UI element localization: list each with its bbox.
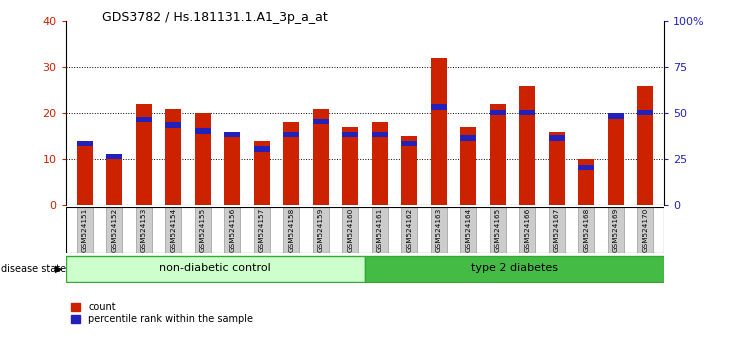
Text: GSM524152: GSM524152	[112, 208, 118, 252]
Bar	[312, 119, 329, 124]
Bar	[490, 207, 506, 253]
Bar	[365, 256, 664, 282]
Text: disease state: disease state	[1, 264, 66, 274]
Bar	[283, 207, 299, 253]
Bar	[431, 104, 447, 110]
Bar	[637, 110, 653, 115]
Text: GSM524159: GSM524159	[318, 208, 324, 252]
Bar	[224, 132, 240, 137]
Bar	[431, 58, 447, 205]
Bar	[460, 207, 476, 253]
Bar	[66, 256, 365, 282]
Bar	[519, 110, 535, 115]
Bar	[548, 132, 565, 205]
Text: GSM524160: GSM524160	[347, 208, 353, 252]
Bar	[637, 86, 653, 205]
Bar	[460, 127, 476, 205]
Bar	[401, 141, 418, 147]
Bar	[254, 147, 270, 152]
Bar	[607, 113, 623, 119]
Bar	[578, 165, 594, 170]
Text: GSM524151: GSM524151	[82, 208, 88, 252]
Text: GSM524169: GSM524169	[612, 208, 618, 252]
Bar	[283, 132, 299, 137]
Bar	[607, 118, 623, 205]
Text: GSM524158: GSM524158	[288, 208, 294, 252]
Bar	[431, 207, 447, 253]
Text: GSM524165: GSM524165	[495, 208, 501, 252]
Bar	[77, 141, 93, 147]
Bar	[578, 207, 594, 253]
Bar	[312, 207, 328, 253]
Bar	[519, 86, 535, 205]
Text: GSM524156: GSM524156	[229, 208, 235, 252]
Bar	[578, 159, 594, 205]
Text: type 2 diabetes: type 2 diabetes	[471, 263, 558, 274]
Bar	[549, 207, 565, 253]
Bar	[490, 104, 506, 205]
Text: non-diabetic control: non-diabetic control	[159, 263, 272, 274]
Text: GSM524154: GSM524154	[170, 208, 177, 252]
Text: GSM524162: GSM524162	[406, 208, 412, 252]
Bar	[254, 207, 270, 253]
Text: GSM524168: GSM524168	[583, 208, 589, 252]
Bar	[402, 207, 418, 253]
Bar	[165, 109, 182, 205]
Bar	[165, 122, 182, 128]
Bar	[254, 141, 270, 205]
Legend: count, percentile rank within the sample: count, percentile rank within the sample	[71, 302, 253, 324]
Bar	[107, 207, 123, 253]
Bar	[107, 155, 123, 205]
Bar	[342, 207, 358, 253]
Bar	[195, 128, 211, 133]
Bar	[165, 207, 181, 253]
Text: GSM524166: GSM524166	[524, 208, 530, 252]
Text: GSM524157: GSM524157	[259, 208, 265, 252]
Bar	[372, 122, 388, 205]
Bar	[107, 154, 123, 159]
Text: GSM524167: GSM524167	[553, 208, 560, 252]
Bar	[342, 127, 358, 205]
Bar	[195, 207, 211, 253]
Bar	[460, 135, 476, 141]
Bar	[490, 110, 506, 115]
Bar	[312, 109, 329, 205]
Bar	[136, 207, 152, 253]
Bar	[195, 113, 211, 205]
Bar	[136, 117, 152, 122]
Text: GSM524170: GSM524170	[642, 208, 648, 252]
Bar	[224, 207, 240, 253]
Bar	[77, 145, 93, 205]
Bar	[372, 207, 388, 253]
Text: GSM524153: GSM524153	[141, 208, 147, 252]
Bar	[637, 207, 653, 253]
Text: ▶: ▶	[55, 264, 62, 274]
Text: GSM524163: GSM524163	[436, 208, 442, 252]
Bar	[519, 207, 535, 253]
Bar	[136, 104, 152, 205]
Text: GSM524155: GSM524155	[200, 208, 206, 252]
Bar	[372, 132, 388, 137]
Bar	[283, 122, 299, 205]
Text: GSM524161: GSM524161	[377, 208, 383, 252]
Bar	[548, 135, 565, 141]
Bar	[342, 132, 358, 137]
Bar	[224, 132, 240, 205]
Bar	[77, 207, 93, 253]
Bar	[607, 207, 623, 253]
Text: GSM524164: GSM524164	[465, 208, 471, 252]
Text: GDS3782 / Hs.181131.1.A1_3p_a_at: GDS3782 / Hs.181131.1.A1_3p_a_at	[102, 11, 328, 24]
Bar	[401, 136, 418, 205]
